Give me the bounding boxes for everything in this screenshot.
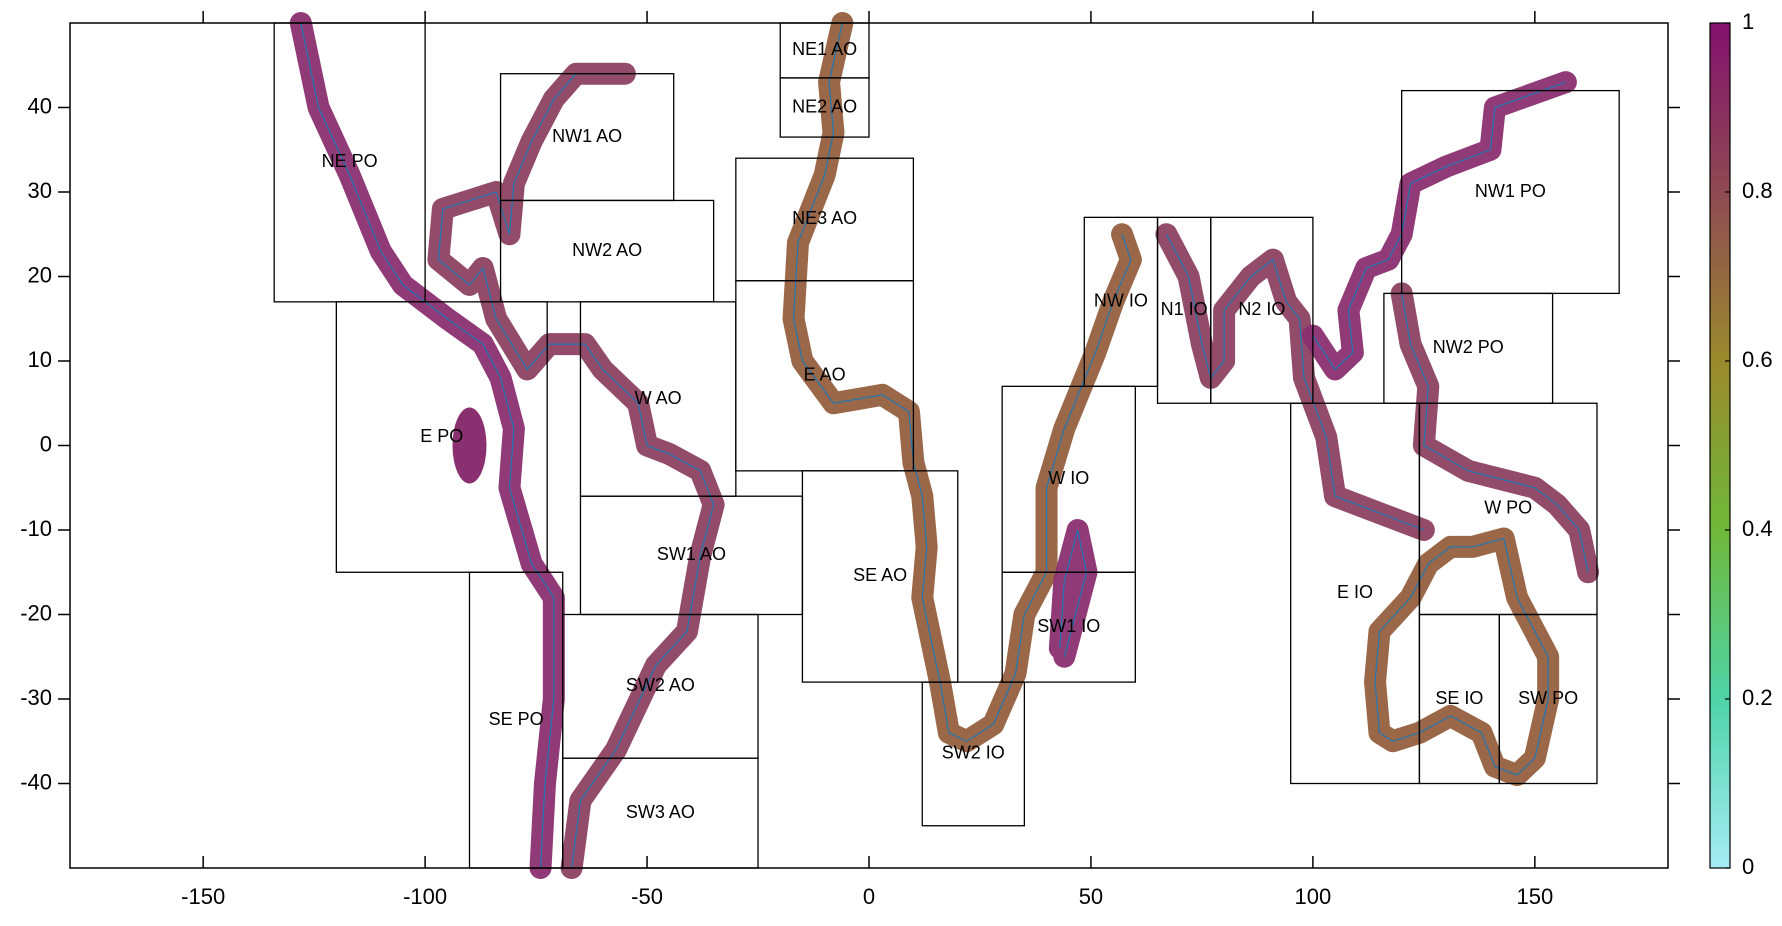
colorbar: [1709, 22, 1731, 869]
region-label: N2 IO: [1238, 299, 1285, 319]
x-tick-label: -100: [403, 884, 447, 909]
y-tick-label: -20: [20, 600, 52, 625]
data-bands: [289, 12, 1600, 879]
y-tick-label: 10: [28, 347, 52, 372]
island-band: [452, 407, 487, 484]
region-label: SW3 AO: [626, 802, 695, 822]
y-tick-label: 30: [28, 178, 52, 203]
region-label: NE3 AO: [792, 208, 857, 228]
region-box: [801, 470, 959, 683]
x-tick-label: 100: [1295, 884, 1332, 909]
region-label: SW PO: [1518, 688, 1578, 708]
y-tick-label: 40: [28, 93, 52, 118]
region-label: NE PO: [322, 151, 378, 171]
region-label: NW2 PO: [1433, 337, 1504, 357]
region-box: [779, 77, 870, 138]
region-label: NE2 AO: [792, 96, 857, 116]
region-box: [1210, 216, 1314, 404]
coastal-band: [1301, 71, 1577, 381]
coastline: [1374, 537, 1549, 776]
coastline: [300, 22, 555, 869]
region-label: E IO: [1337, 582, 1373, 602]
region-label: NW IO: [1094, 291, 1148, 311]
y-tick-label: -10: [20, 516, 52, 541]
coastline: [1059, 529, 1088, 657]
region-label: SE AO: [853, 565, 907, 585]
coastline: [1312, 81, 1567, 371]
region-label: W AO: [635, 388, 682, 408]
region-label: W PO: [1484, 498, 1532, 518]
region-label: SW2 IO: [942, 743, 1005, 763]
x-tick-label: 50: [1079, 884, 1103, 909]
region-label: SE PO: [489, 709, 544, 729]
region-label: NW2 AO: [572, 240, 642, 260]
x-tick-label: -50: [631, 884, 663, 909]
region-box: [1290, 402, 1421, 785]
y-tick-label: 0: [40, 431, 52, 456]
colorbar-tick-label: 0.2: [1742, 685, 1773, 710]
colorbar-tick-label: 0.4: [1742, 516, 1773, 541]
region-label: SW1 IO: [1037, 616, 1100, 636]
coastal-band: [1364, 527, 1560, 787]
region-label: N1 IO: [1161, 299, 1208, 319]
region-label: NE1 AO: [792, 39, 857, 59]
colorbar-tick-label: 0.8: [1742, 178, 1773, 203]
region-label: SW1 AO: [657, 544, 726, 564]
x-tick-label: -150: [181, 884, 225, 909]
region-box: [335, 301, 548, 573]
coastline: [792, 22, 1132, 742]
coastline: [1165, 233, 1425, 531]
region-label: W IO: [1048, 468, 1089, 488]
y-tick-label: 20: [28, 262, 52, 287]
coastline: [1401, 293, 1589, 573]
region-label: E AO: [804, 365, 846, 385]
region-label: NW1 AO: [552, 126, 622, 146]
coastal-band: [1155, 223, 1435, 541]
colorbar-tick-label: 1: [1742, 9, 1754, 34]
region-box: [1001, 571, 1136, 683]
region-label: SE IO: [1435, 688, 1483, 708]
y-tick-label: -30: [20, 685, 52, 710]
x-tick-label: 0: [863, 884, 875, 909]
region-label: NW1 PO: [1475, 181, 1546, 201]
region-label: SW2 AO: [626, 675, 695, 695]
y-tick-label: -40: [20, 769, 52, 794]
coastline: [437, 73, 715, 869]
colorbar-tick-label: 0: [1742, 854, 1754, 879]
region-box: [1498, 613, 1598, 785]
region-boxes: NE PO NW1 AO NW2 AO NE1 AO NE2 AO NE3 AO E AO W…: [273, 22, 1620, 869]
region-label: E PO: [420, 426, 463, 446]
region-box: [921, 681, 1026, 827]
x-tick-label: 150: [1516, 884, 1553, 909]
colorbar-tick-label: 0.6: [1742, 347, 1773, 372]
